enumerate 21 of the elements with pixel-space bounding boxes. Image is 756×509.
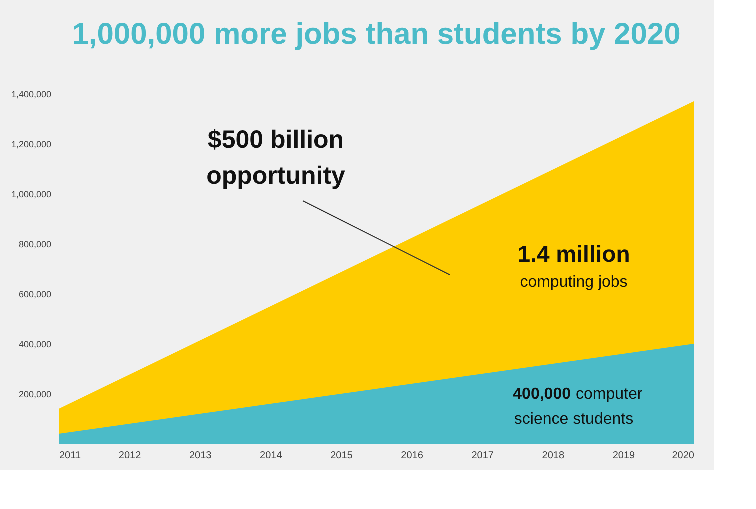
x-tick-label: 2011 — [60, 450, 82, 462]
y-tick-label: 1,400,000 — [11, 90, 52, 100]
x-tick-label: 2019 — [612, 450, 636, 462]
x-tick-label: 2020 — [672, 450, 695, 462]
x-tick-label: 2014 — [260, 450, 283, 462]
y-tick-label: 1,000,000 — [11, 190, 52, 200]
y-tick-label: 800,000 — [18, 240, 52, 250]
annotation: 400,000 computer science students — [513, 386, 644, 428]
x-tick-label: 2015 — [330, 450, 354, 462]
x-tick-label: 2016 — [401, 450, 424, 462]
x-tick-label: 2017 — [472, 450, 494, 462]
y-tick-label: 400,000 — [18, 340, 52, 350]
annotation: 1.4 million computing jobs — [518, 241, 630, 291]
chart-title: 1,000,000 more jobs than students by 2020 — [72, 18, 681, 51]
x-tick-label: 2018 — [542, 450, 565, 462]
y-tick-label: 200,000 — [18, 390, 52, 400]
annotation: $500 billion opportunity — [206, 126, 346, 190]
y-tick-label: 1,200,000 — [11, 140, 52, 150]
x-tick-label: 2012 — [118, 450, 142, 462]
x-tick-label: 2013 — [189, 450, 212, 462]
y-tick-label: 600,000 — [18, 290, 52, 300]
